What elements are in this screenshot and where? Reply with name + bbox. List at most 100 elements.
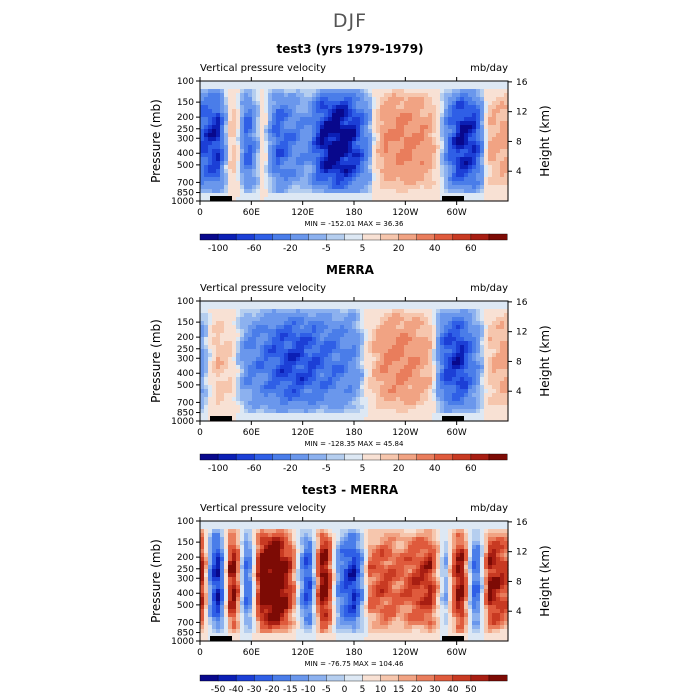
field-cell [324, 81, 329, 86]
field-cell [364, 93, 369, 98]
field-cell [212, 321, 217, 326]
field-cell [484, 333, 489, 338]
field-cell [388, 361, 393, 366]
field-cell [296, 165, 301, 170]
field-cell [412, 409, 417, 414]
field-cell [480, 85, 485, 90]
field-cell [248, 413, 253, 418]
field-cell [404, 169, 409, 174]
field-cell [488, 349, 493, 354]
field-cell [500, 373, 505, 378]
field-cell [380, 353, 385, 358]
field-cell [468, 161, 473, 166]
field-cell [256, 173, 261, 178]
field-cell [352, 145, 357, 150]
field-cell [464, 341, 469, 346]
field-cell [220, 321, 225, 326]
field-cell [260, 389, 265, 394]
field-cell [252, 181, 257, 186]
field-cell [248, 133, 253, 138]
field-cell [320, 321, 325, 326]
field-cell [420, 349, 425, 354]
field-cell [316, 109, 321, 114]
field-cell [500, 405, 505, 410]
field-cell [204, 173, 209, 178]
field-cell [440, 145, 445, 150]
field-cell [460, 337, 465, 342]
field-cell [204, 305, 209, 310]
field-cell [428, 165, 433, 170]
field-cell [364, 385, 369, 390]
field-cell [424, 193, 429, 198]
field-cell [352, 405, 357, 410]
field-cell [408, 85, 413, 90]
field-cell [272, 89, 277, 94]
field-cell [328, 149, 333, 154]
field-cell [376, 113, 381, 118]
field-cell [364, 345, 369, 350]
field-cell [484, 393, 489, 398]
field-cell [280, 345, 285, 350]
field-cell [500, 381, 505, 386]
field-cell [472, 189, 477, 194]
field-cell [404, 381, 409, 386]
field-cell [300, 385, 305, 390]
field-cell [316, 133, 321, 138]
field-cell [500, 313, 505, 318]
field-cell [204, 149, 209, 154]
field-cell [264, 385, 269, 390]
field-cell [452, 365, 457, 370]
field-cell [296, 197, 301, 202]
field-cell [288, 109, 293, 114]
field-cell [240, 361, 245, 366]
field-cell [276, 129, 281, 134]
field-cell [500, 413, 505, 418]
field-cell [440, 173, 445, 178]
field-cell [484, 89, 489, 94]
field-cell [476, 353, 481, 358]
field-cell [324, 181, 329, 186]
field-cell [240, 309, 245, 314]
field-cell [396, 369, 401, 374]
field-cell [424, 197, 429, 202]
field-cell [272, 137, 277, 142]
field-cell [356, 389, 361, 394]
field-cell [436, 333, 441, 338]
field-cell [304, 105, 309, 110]
field-cell [224, 409, 229, 414]
field-cell [276, 365, 281, 370]
field-cell [368, 109, 373, 114]
field-cell [244, 197, 249, 202]
field-cell [312, 377, 317, 382]
field-cell [212, 161, 217, 166]
field-cell [344, 149, 349, 154]
field-cell [404, 141, 409, 146]
field-cell [308, 165, 313, 170]
field-cell [272, 357, 277, 362]
field-cell [452, 409, 457, 414]
field-cell [260, 153, 265, 158]
field-cell [292, 309, 297, 314]
field-cell [204, 353, 209, 358]
field-cell [444, 349, 449, 354]
field-cell [472, 397, 477, 402]
field-cell [292, 397, 297, 402]
field-cell [272, 405, 277, 410]
field-cell [264, 109, 269, 114]
field-cell [276, 317, 281, 322]
field-cell [292, 133, 297, 138]
field-cell [300, 365, 305, 370]
field-cell [380, 349, 385, 354]
field-cell [276, 337, 281, 342]
field-cell [232, 305, 237, 310]
field-cell [372, 337, 377, 342]
field-cell [240, 333, 245, 338]
field-cell [200, 105, 205, 110]
field-cell [280, 361, 285, 366]
field-cell [336, 353, 341, 358]
field-cell [504, 389, 509, 394]
field-cell [224, 529, 229, 534]
field-cell [400, 385, 405, 390]
field-cell [380, 337, 385, 342]
field-cell [416, 137, 421, 142]
